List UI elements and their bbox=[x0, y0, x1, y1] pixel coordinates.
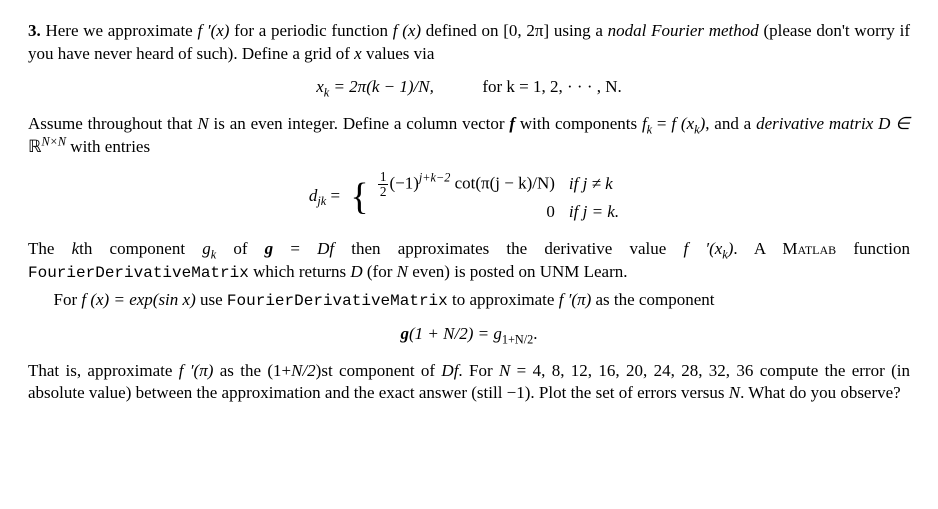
text: (for bbox=[363, 262, 397, 281]
math: (−1) bbox=[389, 173, 418, 192]
case-condition: if j = k. bbox=[569, 200, 629, 225]
math: for k = 1, 2, · · · , N. bbox=[482, 77, 621, 96]
text: = bbox=[273, 239, 317, 258]
text: with entries bbox=[66, 137, 150, 156]
text: even) is posted on UNM Learn. bbox=[408, 262, 628, 281]
fraction-half: 12 bbox=[378, 170, 389, 199]
paragraph-task: For f (x) = exp(sin x) use FourierDeriva… bbox=[28, 289, 910, 313]
math: Df bbox=[317, 239, 334, 258]
text: . What do you observe? bbox=[740, 383, 901, 402]
text: values via bbox=[362, 44, 435, 63]
text: as the component bbox=[591, 290, 714, 309]
math: D ∈ bbox=[873, 114, 910, 133]
text: . For bbox=[458, 361, 499, 380]
text: if j = k. bbox=[569, 202, 619, 221]
text: using a bbox=[549, 21, 608, 40]
math: f (x) = exp(sin x) bbox=[81, 290, 195, 309]
problem-number: 3. bbox=[28, 21, 41, 40]
math: N bbox=[397, 262, 408, 281]
left-brace-icon: { bbox=[350, 178, 368, 216]
text: = bbox=[652, 114, 671, 133]
equation-g-component: g(1 + N/2) = g1+N/2. bbox=[28, 323, 910, 346]
superscript: j+k−2 bbox=[419, 170, 450, 184]
text: . A bbox=[733, 239, 782, 258]
text: is an even integer. Define a column vect… bbox=[209, 114, 510, 133]
matlab-label: Matlab bbox=[782, 239, 836, 258]
math: f (x bbox=[671, 114, 694, 133]
math: = bbox=[326, 185, 344, 204]
math: (1 + N/2) = g bbox=[409, 324, 502, 343]
case-value: 0 bbox=[377, 200, 569, 225]
math: N bbox=[729, 383, 740, 402]
code-function-name: FourierDerivativeMatrix bbox=[28, 264, 249, 282]
case-value: 12(−1)j+k−2 cot(π(j − k)/N) bbox=[377, 169, 569, 200]
math: N/2 bbox=[291, 361, 316, 380]
text: )st component of bbox=[316, 361, 442, 380]
text: then approximates the derivative value bbox=[334, 239, 683, 258]
denominator: 2 bbox=[378, 185, 389, 199]
text: which returns bbox=[249, 262, 351, 281]
term-nodal-fourier: nodal Fourier method bbox=[608, 21, 759, 40]
math: f ′(x bbox=[683, 239, 722, 258]
text: For bbox=[54, 290, 82, 309]
paragraph-kth-component: The kth component gk of g = Df then appr… bbox=[28, 238, 910, 285]
text: as the (1+ bbox=[213, 361, 291, 380]
text: if j ≠ k bbox=[569, 174, 613, 193]
numerator: 1 bbox=[378, 170, 389, 185]
math: f ′(π) bbox=[179, 361, 214, 380]
math: g bbox=[202, 239, 211, 258]
text: for a periodic function bbox=[229, 21, 392, 40]
problem-intro: 3. Here we approximate f ′(x) for a peri… bbox=[28, 20, 910, 66]
math: N bbox=[197, 114, 208, 133]
equation-djk-cases: djk = { 12(−1)j+k−2 cot(π(j − k)/N) if j… bbox=[28, 169, 910, 225]
math: x bbox=[354, 44, 362, 63]
paragraph-assume: Assume throughout that N is an even inte… bbox=[28, 113, 910, 159]
math-real: ℝ bbox=[28, 137, 41, 156]
paragraph-instructions: That is, approximate f ′(π) as the (1+N/… bbox=[28, 360, 910, 406]
text: , and a bbox=[705, 114, 756, 133]
math: x bbox=[316, 77, 324, 96]
text: That is, approximate bbox=[28, 361, 179, 380]
math: k bbox=[72, 239, 80, 258]
case-row: 0 if j = k. bbox=[377, 200, 629, 225]
text: th component bbox=[79, 239, 202, 258]
math: N bbox=[499, 361, 510, 380]
cases-table: 12(−1)j+k−2 cot(π(j − k)/N) if j ≠ k 0 i… bbox=[377, 169, 629, 225]
text: use bbox=[196, 290, 227, 309]
superscript: N×N bbox=[41, 134, 66, 148]
term-derivative-matrix: derivative matrix bbox=[756, 114, 873, 133]
text: . bbox=[533, 324, 537, 343]
math: f ′(x) bbox=[197, 21, 229, 40]
math: f (x) bbox=[393, 21, 421, 40]
case-condition: if j ≠ k bbox=[569, 169, 629, 200]
text: Assume throughout that bbox=[28, 114, 197, 133]
text: Here we approximate bbox=[41, 21, 198, 40]
math: D bbox=[350, 262, 362, 281]
text: of bbox=[216, 239, 265, 258]
vector-g: g bbox=[265, 239, 274, 258]
text: with components bbox=[515, 114, 642, 133]
math: Df bbox=[441, 361, 458, 380]
math: cot(π(j − k)/N) bbox=[450, 173, 555, 192]
text: to approximate bbox=[448, 290, 559, 309]
subscript: jk bbox=[317, 194, 326, 208]
text: Df bbox=[317, 239, 334, 258]
text: The bbox=[28, 239, 72, 258]
math: = 2π(k − 1)/N, bbox=[329, 77, 434, 96]
text: Df bbox=[441, 361, 458, 380]
text: function bbox=[836, 239, 910, 258]
code-function-name: FourierDerivativeMatrix bbox=[227, 292, 448, 310]
subscript: 1+N/2 bbox=[502, 332, 533, 346]
case-row: 12(−1)j+k−2 cot(π(j − k)/N) if j ≠ k bbox=[377, 169, 629, 200]
vector-g: g bbox=[401, 324, 410, 343]
text: defined on bbox=[421, 21, 503, 40]
equation-grid-definition: xk = 2π(k − 1)/N, for k = 1, 2, · · · , … bbox=[28, 76, 910, 99]
math: f ′(π) bbox=[559, 290, 592, 309]
math: [0, 2π] bbox=[503, 21, 549, 40]
